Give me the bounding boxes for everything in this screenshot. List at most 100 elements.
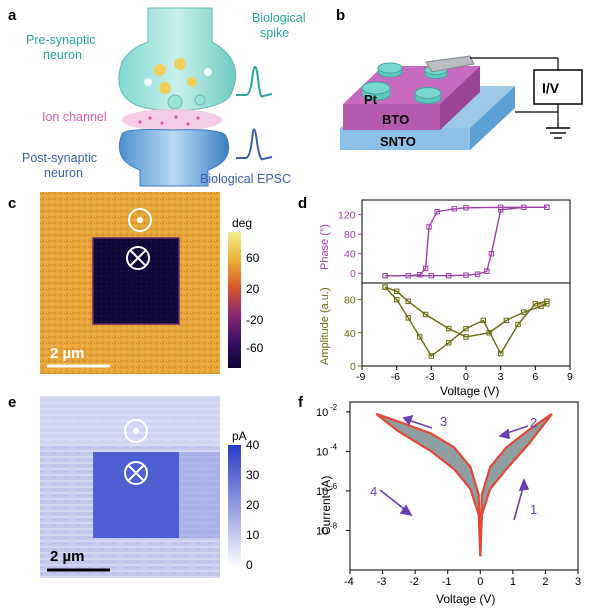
phase-ytick-label: 0 [350,268,356,280]
f-ytick-exponent: -2 [330,403,338,412]
d-xtick-label: -6 [391,371,400,383]
amplitude-point [394,288,400,295]
f-xtick-label: -3 [377,576,387,588]
phase-point [446,273,452,279]
arrow-label-4: 4 [370,484,377,499]
spike-waveform [236,66,273,98]
panel-b: b Pt BTO SNTO I/V [336,7,583,150]
post-neuron-line1: Post-synaptic [22,151,97,165]
colorbar-e-tick: 10 [246,528,260,542]
snto-front [340,128,470,150]
f-xtick-label: 0 [477,576,483,588]
arrow-label-2: 2 [530,415,537,430]
phase-ytick-label: 40 [344,249,356,261]
colorbar-c-tick: 20 [246,282,260,296]
phase-point [484,268,490,275]
amp-ytick-label: 80 [344,295,356,307]
ion-channel-label: Ion channel [42,110,107,124]
amplitude-point [417,334,423,340]
f-ytick-label: 10 [316,446,328,458]
conductive-domain [93,452,179,538]
f-xtick-label: 1 [510,576,516,588]
d-xtick-label: 6 [532,371,538,383]
colorbar-e-tick: 0 [246,558,253,572]
phase-point [422,265,429,272]
amp-ytick-label: 40 [344,328,356,340]
dot-circle-icon [124,419,148,443]
colorbar-c-tick: -60 [246,341,264,355]
post-neuron-line2: neuron [44,166,83,180]
conductive-streak [179,452,220,538]
panel-c-label: c [8,195,16,212]
panel-d-label: d [298,195,307,212]
vesicles [144,58,212,110]
snto-side [470,86,515,150]
panel-e-label: e [8,394,16,411]
phase-axes [361,199,571,284]
phase-ytick-label: 120 [338,210,356,222]
poled-domain [92,237,180,325]
iv-meter-label: I/V [542,80,560,96]
amplitude-point [405,315,411,321]
amplitude-point [521,309,527,315]
arrow-label-3: 3 [440,414,447,429]
phase-line-1 [385,206,547,277]
arrow-3-head [402,414,414,426]
bto-label: BTO [382,112,409,127]
d-xtick-label: 3 [498,371,504,383]
phase-point [434,209,440,215]
amplitude-point [532,301,538,307]
cross-circle-icon [126,246,150,270]
iv-meter [533,69,583,105]
phase-point [417,272,423,278]
amplitude-point [503,317,510,324]
ground-icon [546,127,570,139]
pt-label: Pt [364,92,378,107]
sweep-arrows [379,414,530,521]
iv-axes [349,401,579,571]
amplitude-point [515,321,521,328]
arrow-1-head [518,477,530,491]
amplitude-point [394,296,400,303]
amplitude-point [382,284,388,290]
phase-point [488,251,495,257]
amp-ytick-label: 0 [350,361,356,373]
phase-point [382,273,388,279]
panel-f-label: f [298,394,304,411]
bto-front [343,104,440,130]
amplitude-point [428,353,435,359]
panel-d: d -9 -6 -3 0 3 6 9 0 40 80 120 0 40 80 Phase (°) Ampl… [298,195,573,398]
colorbar-c [228,232,241,368]
phase-point [463,272,469,278]
amplitude-point [480,317,487,324]
f-xtick-label: -2 [409,576,419,588]
phase-point [451,206,458,212]
panel-f-ylabel: Current (A) [319,476,333,535]
d-xtick-label: 9 [567,371,573,383]
panel-f-xlabel: Voltage (V) [436,592,495,606]
phase-plot [382,204,550,279]
phase-point [426,224,432,230]
post-synaptic-bouton [118,129,230,187]
f-ytick-label: 10 [316,486,328,498]
scalebar-c-label: 2 µm [50,345,85,362]
spike-label-line1: Biological [252,11,306,25]
dot-circle-icon [128,208,152,232]
arrow-2-head [498,428,510,440]
phase-point [474,271,481,277]
colorbar-c-tick: -20 [246,313,264,327]
colorbar-e-tick: 20 [246,498,260,512]
phase-ytick-label: 80 [344,229,356,241]
epsc-waveform [236,128,273,161]
panel-e: e 2 µm pA 40 30 20 10 0 [8,394,260,578]
phase-point [405,273,411,279]
f-xtick-label: 2 [542,576,548,588]
pre-neuron-line2: neuron [43,48,82,62]
f-ytick-label: 10 [316,407,328,419]
amplitude-point [446,325,452,332]
amplitude-point [463,325,469,332]
amplitude-point [544,298,550,305]
spike-label-line2: spike [260,26,289,40]
pre-neuron-line1: Pre-synaptic [26,33,95,47]
